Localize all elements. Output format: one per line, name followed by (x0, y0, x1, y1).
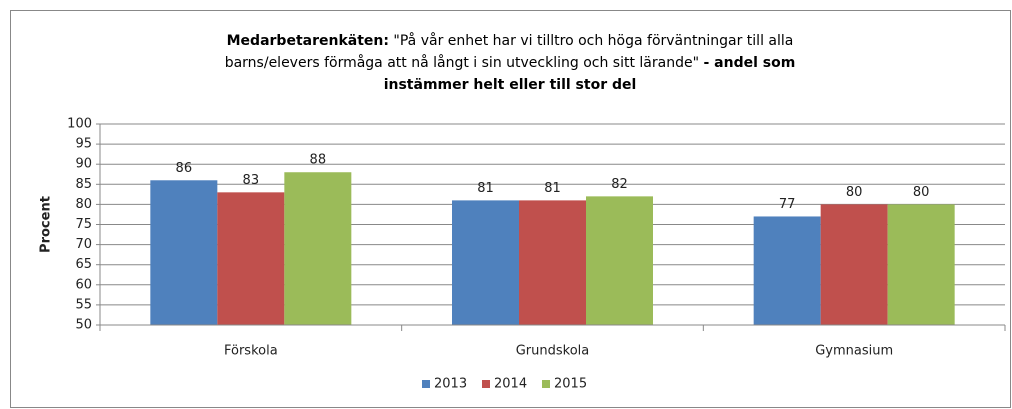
y-tick-label: 60 (75, 277, 92, 292)
data-label: 81 (544, 181, 561, 196)
y-tick-label: 65 (75, 257, 92, 272)
data-label: 80 (846, 185, 863, 200)
bar (887, 204, 955, 325)
legend-swatch (542, 380, 550, 388)
bar (217, 192, 285, 325)
data-label: 80 (913, 185, 930, 200)
legend-label: 2014 (494, 377, 527, 392)
data-label: 83 (243, 173, 260, 188)
bar (586, 196, 653, 325)
y-tick-label: 70 (75, 237, 92, 252)
y-tick-label: 90 (75, 157, 92, 172)
bar (753, 216, 821, 325)
legend-swatch (422, 380, 430, 388)
data-label: 81 (477, 181, 494, 196)
title-part: "På vår enhet har vi tilltro och höga fö… (224, 33, 794, 71)
data-label: 77 (779, 197, 796, 212)
y-tick-label: 50 (75, 318, 92, 333)
bar (150, 180, 218, 325)
y-tick-label: 95 (75, 137, 92, 152)
y-axis-label: Procent (39, 196, 54, 253)
data-label: 88 (310, 153, 327, 168)
x-tick-label: Förskola (224, 344, 278, 359)
title-part: Medarbetarenkäten: (226, 33, 389, 49)
data-label: 86 (176, 161, 193, 176)
bar (820, 204, 888, 325)
title-part: - andel som instämmer helt eller till st… (383, 55, 796, 93)
x-tick-label: Grundskola (516, 344, 590, 359)
x-tick-label: Gymnasium (815, 344, 893, 359)
legend-label: 2013 (434, 377, 467, 392)
bar (519, 200, 586, 325)
y-tick-label: 55 (75, 297, 92, 312)
y-tick-label: 80 (75, 197, 92, 212)
chart-title: Medarbetarenkäten: "På vår enhet har vi … (180, 30, 840, 96)
bar (284, 172, 352, 325)
bar (452, 200, 519, 325)
y-tick-label: 85 (75, 177, 92, 192)
legend-swatch (482, 380, 490, 388)
data-label: 82 (611, 177, 628, 192)
chart-frame (10, 10, 1011, 408)
legend-label: 2015 (554, 377, 587, 392)
y-tick-label: 75 (75, 217, 92, 232)
y-tick-label: 100 (67, 117, 92, 132)
